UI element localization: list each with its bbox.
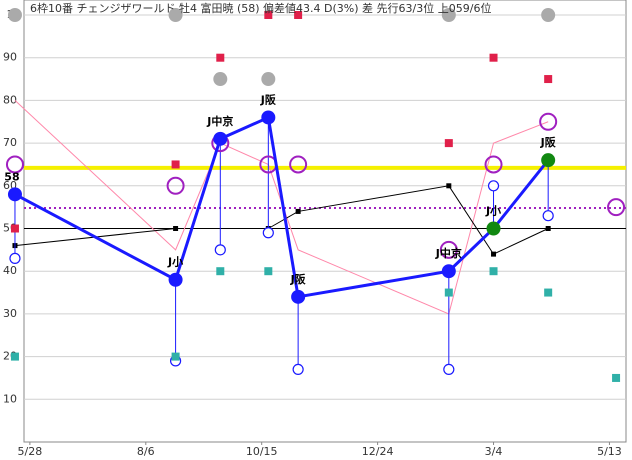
x-tick-label: 5/13 xyxy=(597,445,622,458)
square-marker xyxy=(264,267,273,276)
point-label: J中京 xyxy=(206,114,233,128)
y-tick-label: 30 xyxy=(3,307,17,320)
y-tick-label: 40 xyxy=(3,264,17,277)
y-tick-label: 80 xyxy=(3,93,17,106)
point-square xyxy=(491,251,497,257)
ring-marker xyxy=(9,252,21,264)
ring-marker xyxy=(214,244,226,256)
x-tick-label: 3/4 xyxy=(485,445,503,458)
square-marker xyxy=(171,352,180,361)
ring-large-marker xyxy=(166,176,185,195)
plot-frame xyxy=(23,0,627,443)
square-marker xyxy=(444,139,453,148)
y-tick-label: 90 xyxy=(3,51,17,64)
x-tick-label: 8/6 xyxy=(137,445,155,458)
point-label: J阪 xyxy=(540,135,557,149)
point-square xyxy=(173,226,179,231)
square-marker xyxy=(489,267,498,276)
chart-title: 6枠10番 チェンジザワールド 牡4 富田暁 (58) 偏差値43.4 D(3%… xyxy=(30,1,491,15)
ring-large-marker xyxy=(439,240,458,259)
square-marker xyxy=(264,11,273,19)
ring-large-marker xyxy=(484,155,503,174)
point-square xyxy=(295,208,301,214)
y-tick-label: 70 xyxy=(3,136,17,149)
point-label: J阪 xyxy=(260,92,277,106)
square-marker xyxy=(216,267,225,276)
square-marker xyxy=(544,75,553,84)
ring-large-marker xyxy=(289,155,308,174)
point-label: J小 xyxy=(485,204,501,218)
square-marker xyxy=(10,352,19,361)
point-label: 58 xyxy=(4,170,19,183)
square-marker xyxy=(544,288,553,297)
ring-marker xyxy=(262,227,274,239)
x-tick-label: 12/24 xyxy=(362,445,394,458)
ring-large-marker xyxy=(539,112,558,131)
main-marker xyxy=(168,272,183,287)
ring-marker xyxy=(292,363,304,376)
ring-marker xyxy=(443,363,455,376)
square-marker xyxy=(10,224,19,233)
dot-marker xyxy=(168,8,183,22)
point-square xyxy=(446,183,452,189)
square-marker xyxy=(171,160,180,169)
square-marker xyxy=(612,373,621,382)
dot-marker xyxy=(7,8,22,22)
main-marker xyxy=(291,289,306,304)
square-marker xyxy=(489,53,498,62)
ring-large-marker xyxy=(607,198,626,217)
y-tick-label: 10 xyxy=(3,392,17,405)
point-label: J小 xyxy=(167,255,183,269)
ring-marker xyxy=(487,180,500,192)
point-label: J阪 xyxy=(290,272,307,286)
series-line xyxy=(14,115,550,299)
ring-large-marker xyxy=(5,155,24,174)
dot-marker xyxy=(441,8,456,22)
main-marker xyxy=(261,110,276,125)
main-marker xyxy=(7,187,22,202)
dot-marker xyxy=(261,72,276,87)
x-tick-label: 10/15 xyxy=(246,445,278,458)
dot-marker xyxy=(541,8,556,22)
point-square xyxy=(545,226,551,231)
ring-marker xyxy=(542,210,554,222)
dot-marker xyxy=(213,72,228,87)
square-marker xyxy=(444,288,453,297)
main-marker xyxy=(213,131,228,146)
square-marker xyxy=(216,53,225,62)
point-label: J中京 xyxy=(435,246,462,260)
main-marker xyxy=(541,153,556,168)
main-marker xyxy=(441,264,456,279)
x-tick-label: 5/28 xyxy=(18,445,43,458)
main-marker xyxy=(486,221,501,236)
square-marker xyxy=(294,11,303,19)
